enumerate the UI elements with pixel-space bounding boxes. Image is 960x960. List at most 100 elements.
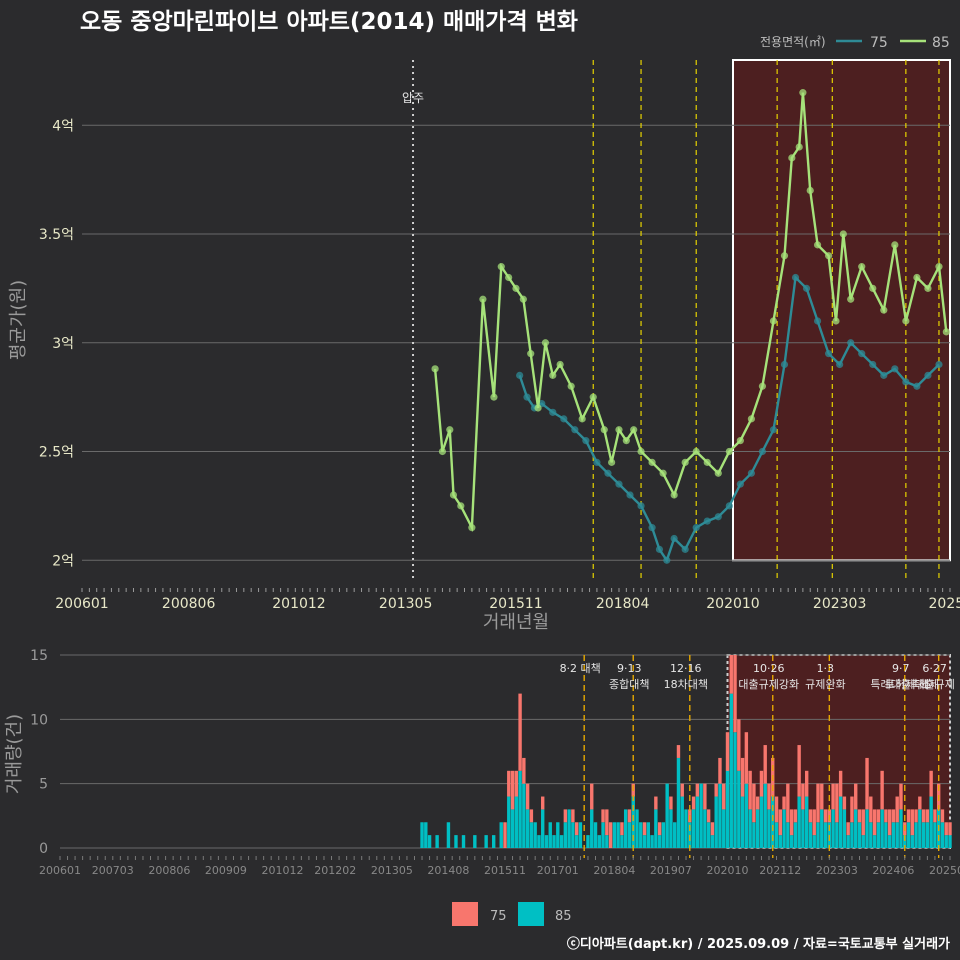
- bar-75: [620, 822, 624, 836]
- bar-85: [895, 822, 899, 848]
- policy-label: 8·2 대책: [560, 662, 601, 675]
- bar-85: [703, 809, 707, 848]
- bar-75: [797, 745, 801, 797]
- bar-85: [601, 822, 605, 848]
- bar-85: [876, 822, 881, 848]
- data-point-85: [615, 426, 623, 434]
- bar-x-tick-label: 201907: [650, 864, 692, 877]
- data-point-75: [703, 517, 711, 525]
- bar-85: [578, 822, 583, 848]
- data-point-75: [924, 371, 932, 379]
- bar-85: [522, 783, 526, 848]
- bar-75: [778, 809, 782, 836]
- bar-75: [680, 783, 684, 797]
- data-point-75: [626, 491, 634, 499]
- bar-y-tick-label: 15: [30, 648, 48, 664]
- bar-85: [801, 809, 805, 848]
- data-point-75: [725, 502, 733, 510]
- bar-75: [876, 809, 881, 823]
- bar-x-tick-label: 202010: [707, 864, 749, 877]
- y-tick-label: 2.5억: [39, 445, 74, 461]
- data-point-75: [648, 524, 656, 532]
- data-point-75: [663, 556, 671, 564]
- bar-x-tick-label: 201804: [593, 864, 635, 877]
- bar-75: [899, 783, 903, 810]
- bar-75: [503, 822, 507, 848]
- bar-85: [676, 757, 681, 848]
- bar-85: [767, 809, 771, 848]
- move-in-label: 압주: [402, 91, 424, 105]
- data-point-85: [468, 524, 476, 532]
- bar-75: [529, 809, 534, 823]
- bar-85: [473, 835, 477, 848]
- legend-swatch-bar-75: [452, 902, 478, 926]
- bar-85: [446, 822, 451, 848]
- bar-x-tick-label: 202406: [872, 864, 914, 877]
- data-point-85: [924, 284, 932, 292]
- bar-85: [846, 835, 850, 848]
- bar-85: [789, 835, 794, 848]
- y-tick-label: 4억: [52, 118, 74, 134]
- data-point-85: [795, 143, 803, 151]
- bar-85: [725, 770, 730, 848]
- bar-85: [891, 822, 896, 848]
- data-point-85: [858, 263, 866, 271]
- bar-85: [872, 835, 877, 848]
- legend-label-bar-75: 75: [490, 909, 507, 924]
- bar-75: [816, 783, 820, 823]
- page-title: 오동 중앙마린파이브 아파트(2014) 매매가격 변화: [80, 9, 578, 35]
- bar-y-tick-label: 5: [39, 777, 48, 793]
- data-point-85: [880, 306, 888, 314]
- bar-85: [533, 822, 537, 848]
- bar-75: [872, 809, 877, 836]
- bar-75: [891, 809, 896, 823]
- data-point-75: [769, 426, 778, 434]
- footer-credit: ⓒ디아파트(dapt.kr) / 2025.09.09 / 자료=국토교통부 실…: [566, 937, 950, 952]
- data-point-75: [571, 426, 579, 434]
- policy-label: 9·13: [617, 662, 642, 675]
- legend-label-85: 85: [932, 35, 950, 51]
- data-point-85: [799, 89, 807, 97]
- bar-75: [740, 757, 745, 797]
- bar-75: [627, 809, 632, 823]
- bar-85: [510, 809, 515, 848]
- bar-85: [861, 835, 865, 848]
- data-point-85: [438, 447, 447, 456]
- bar-75: [605, 809, 609, 836]
- data-point-85: [637, 447, 645, 456]
- bar-85: [650, 835, 654, 848]
- data-point-85: [519, 295, 527, 303]
- y-axis-title: 평균가(원): [8, 280, 29, 360]
- x-tick-label: 200601: [55, 596, 108, 612]
- bar-85: [782, 809, 786, 848]
- bar-75: [944, 822, 948, 836]
- data-point-85: [788, 154, 796, 162]
- bar-75: [748, 770, 752, 810]
- bar-85: [616, 822, 620, 848]
- policy-label: 18차대책: [664, 678, 708, 691]
- policy-label: 1·3: [817, 662, 835, 675]
- bar-75: [895, 796, 899, 823]
- bar-85: [420, 822, 424, 848]
- x-tick-label: 202010: [706, 596, 759, 612]
- data-point-75: [813, 317, 822, 325]
- bar-75: [525, 783, 530, 810]
- bar-75: [507, 770, 511, 797]
- bar-85: [673, 822, 677, 848]
- bar-85: [491, 835, 496, 848]
- bar-y-tick-label: 10: [30, 712, 48, 728]
- bar-75: [590, 783, 594, 810]
- data-point-85: [714, 469, 722, 477]
- data-point-85: [622, 437, 630, 445]
- bar-75: [737, 719, 741, 771]
- bar-75: [948, 822, 952, 836]
- bar-85: [718, 783, 722, 848]
- bar-85: [635, 809, 639, 848]
- bar-75: [929, 770, 933, 797]
- bar-85: [484, 835, 488, 848]
- data-point-75: [847, 339, 855, 347]
- bar-85: [722, 809, 726, 848]
- x-tick-label: 200806: [162, 596, 216, 612]
- bar-75: [676, 745, 681, 758]
- bar-85: [714, 796, 718, 848]
